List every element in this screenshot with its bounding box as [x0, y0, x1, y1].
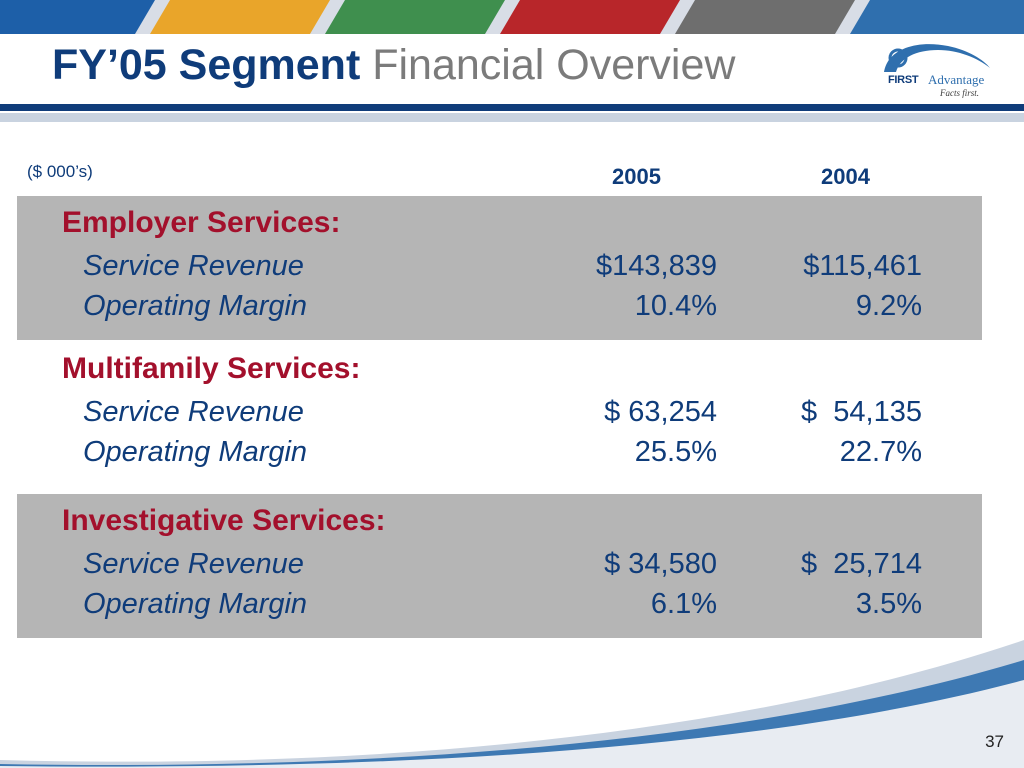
stripe-red	[500, 0, 680, 34]
row-label-service-revenue: Service Revenue	[83, 250, 304, 282]
header-color-stripes	[0, 0, 1024, 34]
row-label-service-revenue: Service Revenue	[83, 548, 304, 580]
stripe-blue-right	[850, 0, 1024, 34]
logo-tagline: Facts first.	[940, 88, 980, 98]
value-2004: $115,461	[803, 250, 922, 282]
value-2005: $ 63,254	[604, 396, 717, 428]
page-number: 37	[985, 732, 1004, 751]
title-light-part: Financial Overview	[372, 41, 736, 89]
row-label-operating-margin: Operating Margin	[83, 290, 308, 322]
value-2004: $ 54,135	[801, 396, 922, 428]
stripe-green	[325, 0, 505, 34]
title-rule-light	[0, 113, 1024, 122]
value-2004: 3.5%	[855, 588, 922, 620]
logo-swirl-icon	[884, 44, 990, 72]
row-label-operating-margin: Operating Margin	[83, 588, 308, 620]
segment-investigative-services: Investigative Services: Service Revenue …	[17, 494, 982, 638]
stripe-blue	[0, 0, 155, 34]
column-header-2004: 2004	[821, 164, 870, 189]
company-logo: FIRST Advantage Facts first.	[878, 38, 996, 102]
footer-swoosh	[0, 640, 1024, 768]
units-label: ($ 000’s)	[27, 162, 93, 181]
value-2005: 25.5%	[634, 436, 717, 468]
title-rule-dark	[0, 104, 1024, 111]
row-label-service-revenue: Service Revenue	[83, 396, 304, 428]
value-2004: 9.2%	[855, 290, 922, 322]
row-label-operating-margin: Operating Margin	[83, 436, 308, 468]
stripe-gray	[675, 0, 855, 34]
logo-advantage-text: Advantage	[928, 72, 985, 87]
value-2005: $143,839	[596, 250, 717, 282]
value-2005: 10.4%	[634, 290, 717, 322]
segment-employer-services: Employer Services: Service Revenue $143,…	[17, 196, 982, 340]
column-header-2005: 2005	[612, 164, 661, 189]
value-2005: 6.1%	[650, 588, 717, 620]
segment-multifamily-services: Multifamily Services: Service Revenue $ …	[17, 342, 982, 486]
value-2004: $ 25,714	[801, 548, 922, 580]
value-2004: 22.7%	[839, 436, 922, 468]
segment-title: Investigative Services:	[62, 504, 386, 537]
segment-title: Employer Services:	[62, 206, 341, 239]
title-bold-part: FY’05 Segment	[52, 41, 361, 89]
page-title: FY’05 Segment Financial Overview	[52, 44, 735, 87]
stripe-gold	[150, 0, 330, 34]
logo-first-text: FIRST	[888, 74, 919, 86]
value-2005: $ 34,580	[604, 548, 717, 580]
segment-title: Multifamily Services:	[62, 352, 361, 385]
